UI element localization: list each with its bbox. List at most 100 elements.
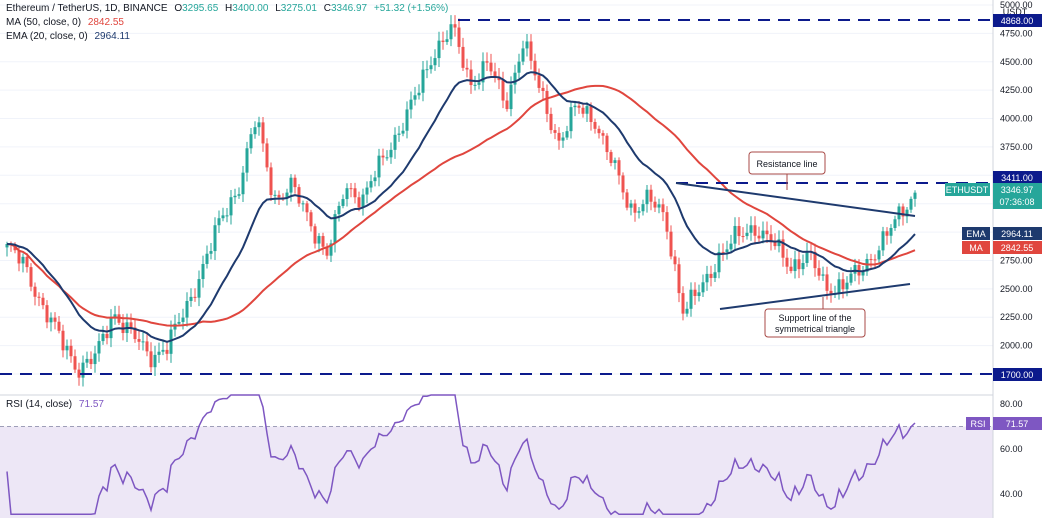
candle-body [577,105,581,108]
candle-body [309,212,313,227]
candle-body [485,61,489,63]
candle-body [469,69,473,86]
candle-body [173,323,177,330]
rsi-line [6,394,916,516]
candle-body [589,106,593,123]
candle-body [25,256,29,268]
last-price-value: 3346.97 [1001,185,1034,195]
candle-body [477,82,481,85]
candle-body [501,80,505,101]
candle-body [377,155,381,178]
candle-body [705,273,709,283]
candle-body [101,333,105,342]
candle-body [213,225,217,252]
candle-body [437,40,441,59]
candle-body [261,122,265,144]
candle-body [457,27,461,47]
price-tick-label: 2250.00 [1000,312,1033,322]
ema-legend-value: 2964.11 [94,31,130,42]
candle-body [717,251,721,273]
rsi-tag [966,417,990,430]
candle-body [189,296,193,301]
candle-body [397,133,401,135]
candle-body [149,351,153,368]
candle-body [305,203,309,213]
ma-legend-label: MA (50, close, 0) [6,17,82,28]
candle-body [725,249,729,253]
candle-body [697,292,701,296]
symbol-label: ETHUSDT [946,185,989,195]
price-tick-label: 4000.00 [1000,114,1033,124]
candle-body [389,149,393,158]
candle-body [537,75,541,88]
ema-tag [962,227,990,240]
candle-body [225,215,229,217]
candle-body [837,279,841,293]
candle-body [729,243,733,250]
candle-body [645,189,649,205]
candle-body [69,345,73,357]
candle-body [829,290,833,295]
rsi-legend-value: 71.57 [78,399,104,410]
candle-body [753,225,757,236]
resistance-annotation: Resistance line [756,159,817,169]
candle-body [593,122,597,129]
candle-body [285,192,289,199]
candle-body [21,256,25,264]
candle-body [777,239,781,247]
resistance-level-value: 3411.00 [1001,173,1033,183]
candle-body [749,225,753,233]
candle-body [713,272,717,278]
candle-body [637,211,641,213]
candle-body [165,349,169,354]
support-annotation-line-1: Support line of the [778,313,851,323]
candle-body [841,279,845,290]
candle-body [545,90,549,114]
candle-body [617,160,621,176]
candle-body [565,131,569,138]
candle-body [869,258,873,260]
candle-body [241,172,245,195]
triangle-lower-trendline [719,283,911,310]
candle-body [741,236,745,238]
candle-body [513,72,517,85]
candle-body [77,369,81,378]
close-label: C [323,3,331,14]
ma-tag-label: MA [969,243,983,253]
currency-label: USDT [1003,7,1028,17]
candle-body [601,133,605,136]
candle-body [785,257,789,267]
candle-body [609,152,613,163]
ema-tag-value: 2964.11 [1001,229,1033,239]
candle-body [273,194,277,196]
candle-body [909,198,913,210]
candle-body [105,333,109,339]
candle-body [737,226,741,237]
candle-body [353,188,357,198]
candle-body [141,341,145,343]
candle-body [217,218,221,226]
candle-body [237,194,241,196]
candle-body [5,243,9,248]
candle-body [465,67,469,70]
candle-body [361,194,365,208]
countdown-value: 07:36:08 [999,197,1034,207]
candle-body [709,273,713,278]
candle-body [673,256,677,265]
low-value: 3275.01 [280,3,317,14]
candle-body [845,282,849,290]
candle-body [53,317,57,322]
candle-body [793,259,797,272]
candle-body [765,230,769,235]
candle-body [581,107,585,114]
rsi-legend: RSI (14, close) 71.57 [6,399,104,410]
candle-body [745,232,749,237]
ema-legend: EMA (20, close, 0) 2964.11 [6,30,130,44]
last-price-tag [993,183,1042,209]
candle-body [109,317,113,339]
candle-body [137,339,141,342]
open-value: 3295.65 [182,3,219,14]
candle-body [45,305,49,323]
candle-body [269,167,273,196]
